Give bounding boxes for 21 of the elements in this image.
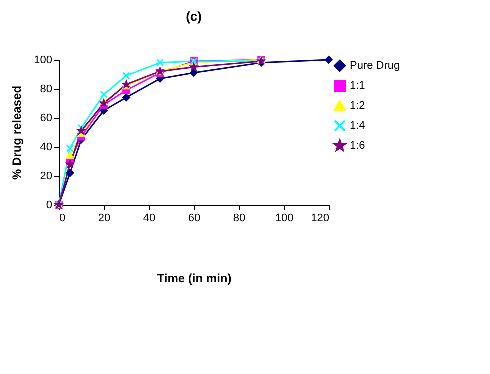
x-tick-label: 40	[143, 212, 156, 224]
legend-label: 1:4	[350, 120, 366, 132]
y-tick-label: 40	[40, 142, 52, 154]
x-tick-label: 120	[311, 212, 330, 224]
x-tick-label: 100	[275, 212, 294, 224]
y-tick-label: 60	[40, 112, 52, 124]
legend-label: 1:1	[350, 80, 366, 92]
x-tick-label: 80	[233, 212, 246, 224]
y-tick-label: 0	[46, 200, 52, 212]
x-tick-label: 60	[188, 212, 201, 224]
x-axis-title: Time (in min)	[157, 272, 232, 286]
legend-label: Pure Drug	[350, 60, 400, 72]
x-tick-label: 20	[98, 212, 111, 224]
y-tick-label: 100	[34, 54, 52, 66]
legend-label: 1:2	[350, 100, 366, 112]
y-tick-label: 80	[40, 84, 52, 96]
chart-title: (c)	[186, 8, 202, 24]
x-tick-label: 0	[60, 212, 66, 224]
legend-label: 1:6	[350, 140, 366, 152]
y-tick-label: 20	[40, 170, 52, 182]
y-axis-title: % Drug released	[10, 86, 24, 180]
